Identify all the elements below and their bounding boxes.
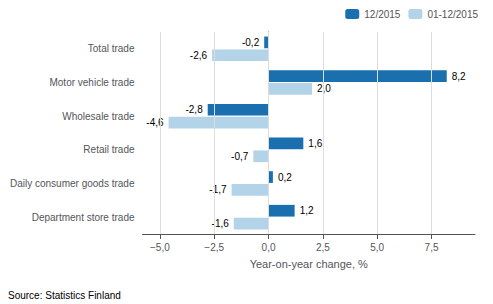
svg-text:-2,8: -2,8 bbox=[185, 104, 203, 115]
svg-text:7,5: 7,5 bbox=[425, 242, 439, 253]
svg-text:0,2: 0,2 bbox=[278, 172, 292, 183]
svg-text:-0,7: -0,7 bbox=[231, 151, 249, 162]
svg-text:01-12/2015: 01-12/2015 bbox=[427, 9, 478, 20]
svg-text:0,0: 0,0 bbox=[262, 242, 276, 253]
svg-text:Department store trade: Department store trade bbox=[32, 212, 135, 223]
svg-text:Year-on-year change, %: Year-on-year change, % bbox=[250, 258, 368, 270]
svg-text:2,5: 2,5 bbox=[316, 242, 330, 253]
svg-text:2,0: 2,0 bbox=[317, 83, 331, 94]
svg-text:Daily consumer goods trade: Daily consumer goods trade bbox=[10, 178, 135, 189]
svg-text:-1,6: -1,6 bbox=[211, 218, 229, 230]
svg-text:Total trade: Total trade bbox=[88, 43, 135, 54]
svg-text:-2,6: -2,6 bbox=[190, 50, 208, 61]
svg-text:−5,0: −5,0 bbox=[150, 242, 170, 253]
svg-text:-1,7: -1,7 bbox=[209, 184, 227, 195]
svg-text:−2,5: −2,5 bbox=[204, 242, 224, 253]
svg-text:Retail trade: Retail trade bbox=[83, 144, 135, 155]
svg-text:8,2: 8,2 bbox=[452, 71, 466, 82]
svg-text:Source: Statistics Finland: Source: Statistics Finland bbox=[8, 290, 121, 301]
svg-text:Motor vehicle trade: Motor vehicle trade bbox=[49, 77, 134, 88]
svg-text:1,2: 1,2 bbox=[300, 205, 314, 216]
svg-text:Wholesale trade: Wholesale trade bbox=[62, 111, 135, 122]
svg-text:-0,2: -0,2 bbox=[242, 37, 260, 48]
svg-text:-4,6: -4,6 bbox=[146, 117, 164, 128]
svg-text:1,6: 1,6 bbox=[308, 138, 322, 149]
svg-text:12/2015: 12/2015 bbox=[364, 9, 401, 20]
svg-text:5,0: 5,0 bbox=[370, 242, 384, 253]
